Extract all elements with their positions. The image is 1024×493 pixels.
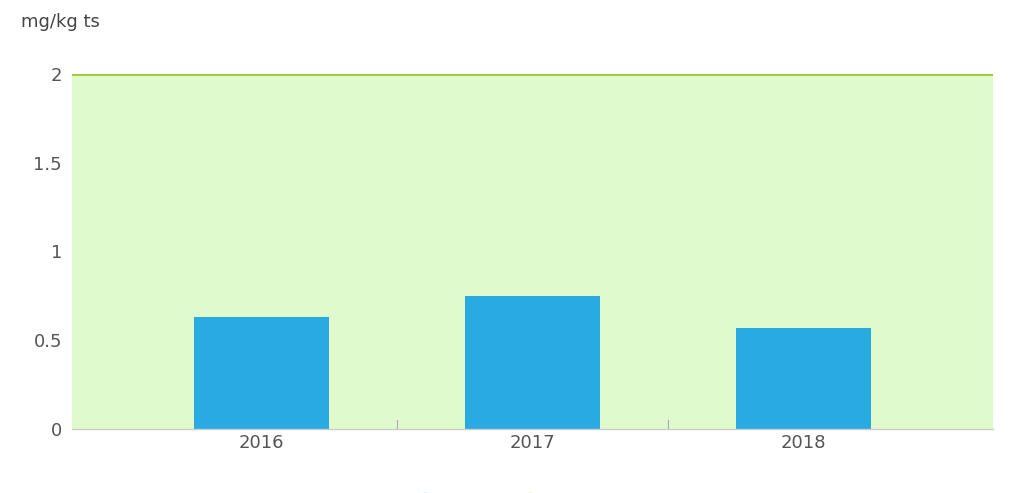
Bar	[465, 296, 600, 429]
Bar	[736, 328, 871, 429]
Bar	[194, 317, 329, 429]
Text: mg/kg ts: mg/kg ts	[22, 13, 100, 32]
Legend: Totalt, Gränsvärde: Totalt, Gränsvärde	[399, 487, 666, 493]
Bar	[72, 74, 993, 429]
